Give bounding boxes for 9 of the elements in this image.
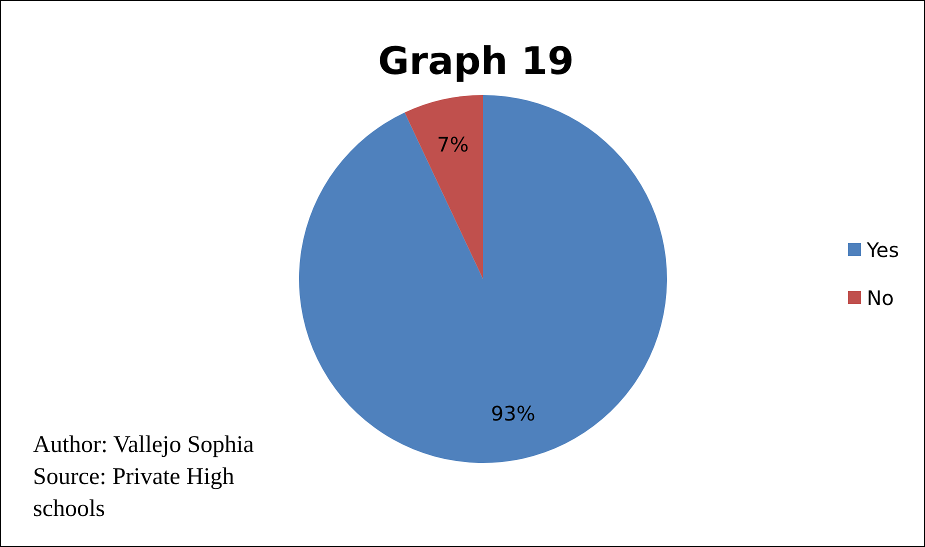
- legend-label: No: [866, 286, 894, 310]
- legend-label: Yes: [866, 238, 899, 262]
- pie-slice: [404, 95, 483, 279]
- data-label: 93%: [490, 402, 536, 426]
- source-note: Source: Private High schools: [33, 463, 236, 524]
- chart-title: Graph 19: [377, 39, 575, 83]
- data-label: 7%: [437, 132, 469, 156]
- text: Author: Vallejo Sophia: [33, 431, 255, 460]
- pie-slice: [299, 95, 667, 463]
